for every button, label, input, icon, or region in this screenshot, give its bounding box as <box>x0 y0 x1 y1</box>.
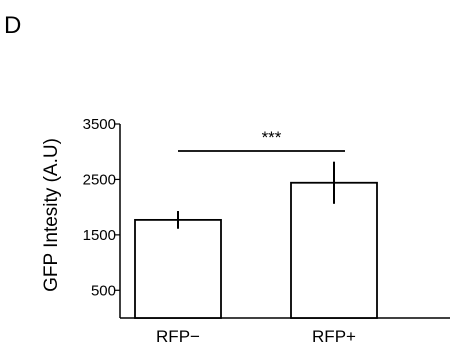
error-bars <box>177 161 335 229</box>
significance-label: *** <box>262 128 282 147</box>
bars <box>134 181 378 319</box>
y-tick-label: 3500 <box>83 116 116 133</box>
category-label: RFP+ <box>312 327 356 346</box>
bar <box>134 218 222 319</box>
category-label: RFP− <box>156 327 200 346</box>
bar <box>290 181 378 319</box>
y-tick-label: 2500 <box>83 171 116 188</box>
panel-label: D <box>4 12 21 39</box>
y-ticks: 500 1500 2500 3500 <box>83 116 120 299</box>
category-labels: RFP− RFP+ <box>156 327 356 346</box>
y-tick-label: 1500 <box>83 227 116 244</box>
y-tick-label: 500 <box>91 282 116 299</box>
y-axis-label: GFP Intesity (A.U) <box>41 138 62 292</box>
